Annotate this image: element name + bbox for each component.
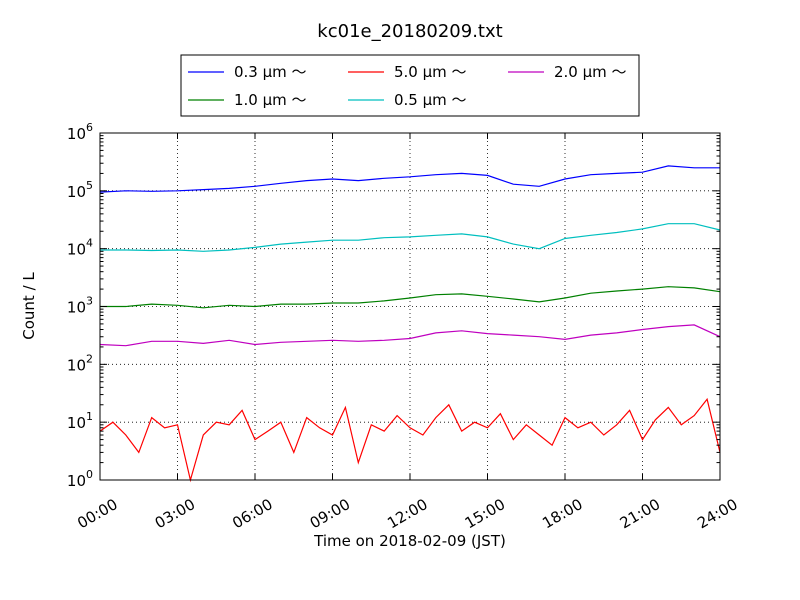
series-line-3 (99, 324, 721, 347)
y-tick-label: 104 (67, 237, 93, 259)
y-tick-label: 103 (67, 295, 93, 317)
x-tick-label: 21:00 (617, 495, 663, 532)
y-tick-label: 101 (67, 410, 93, 432)
x-tick-labels: 00:00 03:00 06:00 09:00 12:00 15:00 18:00 21:00… (74, 495, 740, 532)
y-tick-label: 100 (67, 468, 93, 490)
x-tick-label: 18:00 (539, 495, 585, 532)
y-tick-label: 102 (67, 352, 93, 374)
series-line-0 (99, 165, 720, 193)
legend-box (180, 54, 640, 117)
chart-title: kc01e_20180209.txt (317, 21, 502, 42)
x-tick-label: 12:00 (384, 495, 430, 532)
x-tick-label: 24:00 (694, 495, 740, 532)
series-line-2 (100, 286, 721, 309)
legend-label: 2.0 μm ～ (554, 63, 627, 81)
series-lines (99, 165, 721, 483)
y-tick-label: 105 (67, 179, 93, 201)
legend-label: 5.0 μm ～ (394, 63, 467, 81)
axis-ticks (99, 132, 721, 481)
legend-label: 0.5 μm ～ (394, 91, 467, 109)
x-tick-label: 06:00 (229, 495, 275, 532)
x-tick-label: 15:00 (462, 495, 508, 532)
y-tick-label: 106 (67, 121, 93, 143)
x-tick-label: 00:00 (74, 495, 120, 532)
legend: 0.3 μm ～ 1.0 μm ～ 5.0 μm ～ 0.5 μm ～ 2.0 μm ～ (180, 54, 640, 117)
y-axis-label: Count / L (20, 272, 38, 340)
legend-label: 1.0 μm ～ (234, 91, 307, 109)
legend-label: 0.3 μm ～ (234, 63, 307, 81)
series-line-4 (99, 397, 721, 483)
x-tick-label: 03:00 (152, 495, 198, 532)
x-axis-label: Time on 2018-02-09 (JST) (313, 532, 506, 550)
series-line-1 (100, 223, 721, 252)
x-tick-label: 09:00 (307, 495, 353, 532)
grid (100, 133, 720, 480)
y-tick-labels: 100 101 102 103 104 105 106 (67, 121, 93, 490)
